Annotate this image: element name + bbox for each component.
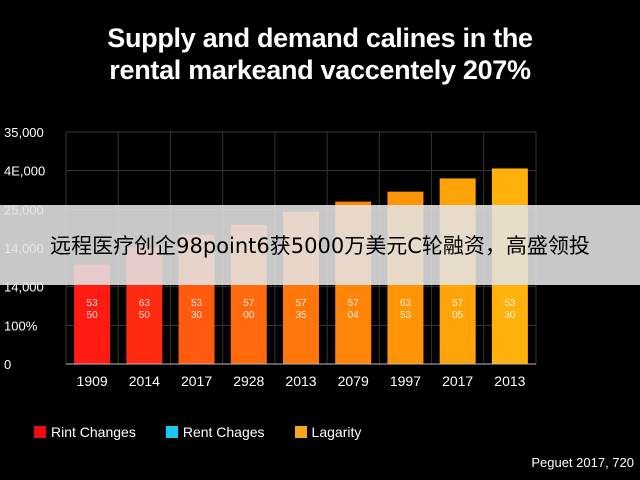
legend-item-rent-chages: Rent Chages [165,424,265,440]
x-tick-label: 2013 [285,373,316,389]
x-tick-label: 2017 [181,373,212,389]
x-tick-label: 2928 [233,373,264,389]
bar-data-label: 57 [243,298,255,309]
bar-data-label: 04 [348,310,360,321]
legend-item-rint-changes: Rint Changes [34,424,136,440]
x-tick-label: 1997 [390,373,421,389]
bar-data-label: 50 [87,310,99,321]
bar-data-label: 30 [191,310,203,321]
legend-label: Rent Chages [182,424,265,440]
legend-label: Lagarity [311,424,362,440]
bar-data-label: 63 [400,298,412,309]
bar-data-label: 35 [295,310,307,321]
bar-data-label: 53 [504,298,516,309]
legend-item-lagarity: Lagarity [294,424,362,440]
bar-data-label: 05 [452,310,464,321]
bar-data-label: 53 [400,310,412,321]
bar-data-label: 53 [87,298,99,309]
bar-data-label: 57 [348,298,360,309]
overlay-caption: 远程医疗创企98point6获5000万美元C轮融资，高盛领投 [50,234,590,258]
bar-data-label: 63 [139,298,151,309]
y-tick-label: 100% [4,318,38,333]
bar-data-label: 00 [243,310,255,321]
y-tick-label: 35,000 [4,125,44,140]
bar-data-label: 53 [191,298,203,309]
legend-swatch [294,426,307,438]
source-note: Peguet 2017, 720 [531,455,634,470]
subtitle-overlay-banner: 远程医疗创企98point6获5000万美元C轮融资，高盛领投 [0,205,640,285]
legend-label: Rint Changes [51,424,136,440]
bar-data-label: 30 [504,310,516,321]
y-tick-label: 0 [4,357,11,372]
legend-swatch [34,426,46,438]
x-tick-label: 1909 [77,373,108,389]
bar-data-label: 50 [139,310,151,321]
x-tick-label: 2017 [442,373,473,389]
chart-title: Supply and demand calines in the rental … [0,22,640,86]
bar-data-label: 57 [452,298,464,309]
y-tick-label: 4E,000 [4,164,45,179]
x-tick-label: 2013 [494,373,525,389]
bar-data-label: 57 [295,298,307,309]
legend-swatch [165,426,178,438]
title-line-1: Supply and demand calines in the [107,23,533,53]
x-tick-label: 2079 [338,373,369,389]
title-line-2: rental markeand vaccentely 207% [109,55,531,85]
x-tick-label: 2014 [129,373,160,389]
chart-legend: Rint Changes Rent Chages Lagarity [34,424,361,440]
